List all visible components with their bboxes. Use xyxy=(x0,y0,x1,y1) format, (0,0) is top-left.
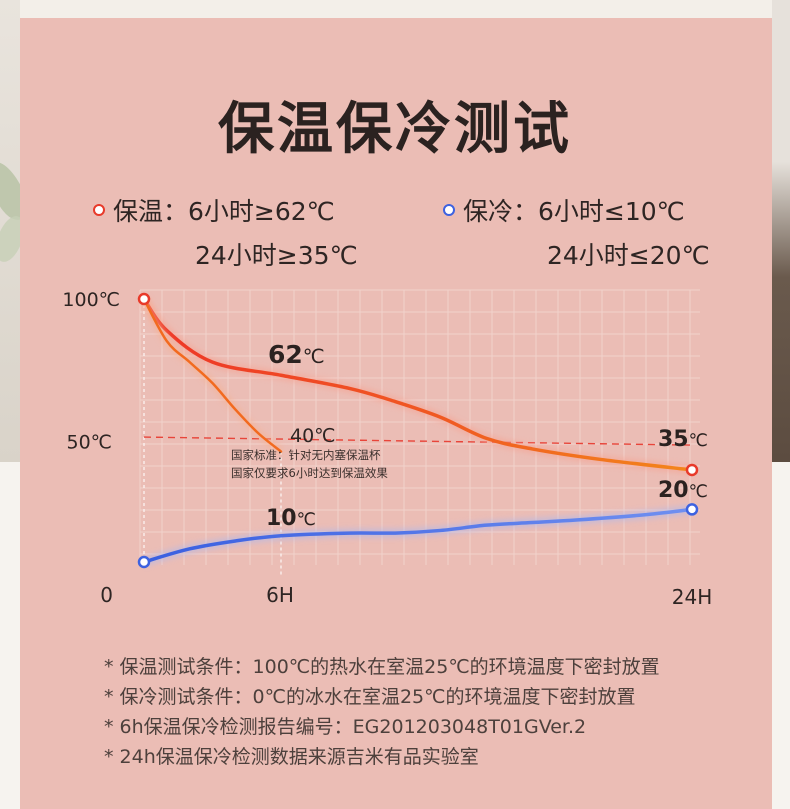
legend-cold-line1: 保冷：6小时≤10℃ xyxy=(443,192,685,228)
chart-marks-group xyxy=(137,292,699,569)
reference-label: 国家标准：针对无内塞保温杯 xyxy=(231,448,381,462)
x-tick-label: 6H xyxy=(266,583,294,607)
chart-series-group xyxy=(140,296,694,567)
series-line-0 xyxy=(142,297,694,472)
data-label: 10℃ xyxy=(266,506,316,531)
note-line: * 6h保温保冷检测报告编号：EG201203048T01GVer.2 xyxy=(104,716,587,738)
content-panel xyxy=(20,18,772,809)
note-line: * 保温测试条件：100℃的热水在室温25℃的环境温度下密封放置 xyxy=(104,656,660,678)
cold-end-marker xyxy=(685,503,699,516)
series-line-2 xyxy=(142,507,694,564)
note-line: * 保冷测试条件：0℃的冰水在室温25℃的环境温度下密封放置 xyxy=(104,686,636,708)
y-tick-label: 50℃ xyxy=(66,432,112,454)
data-label: 40℃ xyxy=(290,425,336,447)
note-line: * 24h保温保冷检测数据来源吉米有品实验室 xyxy=(104,746,479,768)
legend-warm-line1: 保温：6小时≥62℃ xyxy=(93,192,335,228)
warm-legend-dot-icon xyxy=(93,204,105,216)
legend-warm-line2: 24小时≥35℃ xyxy=(195,241,358,270)
legend-cold-line2: 24小时≤20℃ xyxy=(547,241,710,270)
reference-label: 国家仅要求6小时达到保温效果 xyxy=(231,466,388,480)
test-notes: * 保温测试条件：100℃的热水在室温25℃的环境温度下密封放置 * 保冷测试条… xyxy=(104,652,660,772)
y-tick-label: 0 xyxy=(100,583,113,607)
data-label: 35℃ xyxy=(658,427,708,452)
series-line-1 xyxy=(142,297,283,453)
chart-labels-group: 100℃ 50℃ 0 6H 24H 62℃ 40℃ 35℃ 20℃ 10℃ 国家标准：针对无内塞保温… xyxy=(62,289,712,609)
data-label: 20℃ xyxy=(658,478,708,503)
data-label: 62℃ xyxy=(268,340,325,369)
warm-end-marker xyxy=(685,463,699,477)
x-tick-label: 24H xyxy=(672,585,713,609)
background-bottom-right xyxy=(772,462,790,809)
background-bottom-left xyxy=(0,462,20,809)
legend-warm-text: 保温：6小时≥62℃ xyxy=(113,197,335,226)
cold-legend-dot-icon xyxy=(443,204,455,216)
y-tick-label: 100℃ xyxy=(62,289,120,311)
warm-start-marker xyxy=(137,292,151,306)
cold-start-marker xyxy=(137,555,151,569)
legend-cold-text: 保冷：6小时≤10℃ xyxy=(463,197,685,226)
page-title: 保温保冷测试 xyxy=(218,97,572,162)
background-right-strip xyxy=(772,0,790,462)
